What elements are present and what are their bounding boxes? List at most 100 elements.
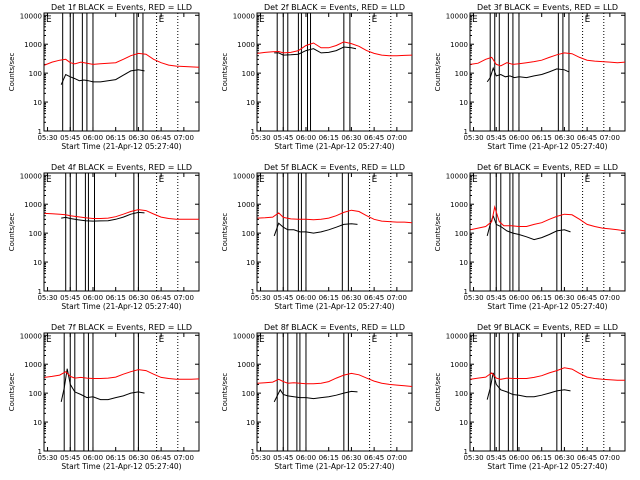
detector-panel: Det 5f BLACK = Events, RED = LLD E E 1 10 100… (221, 163, 413, 311)
x-tick-label: 05:30 (250, 294, 270, 302)
y-axis-label: Counts/sec (8, 373, 16, 412)
flag-marker: E (472, 15, 478, 25)
panel-title: Det 4f BLACK = Events, RED = LLD (51, 163, 192, 172)
y-tick-label: 10 (459, 259, 468, 267)
x-tick-label: 05:30 (463, 454, 483, 462)
flag-marker: E (372, 175, 378, 185)
x-tick-label: 05:45 (273, 134, 293, 142)
x-tick-label: 06:30 (554, 294, 574, 302)
detector-panel: Det 8f BLACK = Events, RED = LLD E E 1 10 100… (221, 323, 413, 471)
flag-marker: E (472, 335, 478, 345)
y-tick-label: 10000 (446, 332, 468, 340)
x-tick-label: 06:00 (296, 454, 316, 462)
y-tick-label: 10 (459, 99, 468, 107)
x-tick-label: 06:45 (577, 454, 597, 462)
y-axis-label: Counts/sec (434, 373, 442, 412)
y-tick-label: 10000 (446, 172, 468, 180)
lld-series-line (257, 41, 413, 57)
events-series-line (61, 211, 145, 222)
y-tick-label: 10 (33, 99, 42, 107)
flag-marker: E (46, 335, 52, 345)
x-tick-label: 06:30 (341, 294, 361, 302)
y-tick-label: 1 (38, 448, 42, 456)
detector-panel: Det 6f BLACK = Events, RED = LLD E E 1 10 100… (434, 163, 626, 311)
flag-marker: E (585, 15, 591, 25)
x-tick-label: 06:45 (577, 134, 597, 142)
y-tick-label: 1000 (237, 41, 255, 49)
x-tick-label: 06:15 (106, 134, 126, 142)
flag-marker: E (585, 335, 591, 345)
x-tick-label: 05:30 (37, 454, 57, 462)
plot-frame (469, 12, 626, 132)
flag-marker: E (259, 335, 265, 345)
y-tick-label: 10000 (233, 12, 255, 20)
y-tick-label: 10 (246, 419, 255, 427)
plot-frame (469, 172, 626, 292)
y-tick-label: 10000 (233, 332, 255, 340)
x-tick-label: 07:00 (387, 454, 407, 462)
x-tick-label: 05:30 (37, 134, 57, 142)
x-tick-label: 06:00 (296, 294, 316, 302)
plot-frame (469, 332, 626, 452)
x-tick-label: 06:15 (106, 454, 126, 462)
x-tick-label: 05:45 (60, 454, 80, 462)
lld-series-line (470, 367, 625, 381)
x-axis-label: Start Time (21-Apr-12 05:27:40) (487, 142, 607, 151)
y-tick-label: 1 (464, 448, 468, 456)
x-tick-label: 06:30 (554, 134, 574, 142)
y-tick-label: 100 (242, 70, 255, 78)
events-series-line (274, 46, 357, 56)
x-tick-label: 05:45 (60, 294, 80, 302)
x-tick-label: 07:00 (174, 134, 194, 142)
x-axis-label: Start Time (21-Apr-12 05:27:40) (61, 142, 181, 151)
y-tick-label: 1000 (450, 201, 468, 209)
plot-frame (256, 172, 413, 292)
lld-series-line (257, 209, 413, 224)
detector-panel: Det 1f BLACK = Events, RED = LLD E E 1 10 100… (8, 3, 200, 151)
flag-marker: E (159, 335, 165, 345)
x-tick-label: 06:00 (509, 134, 529, 142)
x-tick-label: 06:15 (319, 454, 339, 462)
x-tick-label: 06:45 (364, 294, 384, 302)
y-tick-label: 1 (464, 288, 468, 296)
x-tick-label: 06:30 (128, 134, 148, 142)
y-tick-label: 100 (455, 70, 468, 78)
x-tick-label: 05:30 (250, 134, 270, 142)
panel-title: Det 3f BLACK = Events, RED = LLD (477, 3, 618, 12)
y-tick-label: 100 (455, 390, 468, 398)
y-tick-label: 1 (251, 448, 255, 456)
x-tick-label: 06:15 (319, 294, 339, 302)
events-series-line (486, 372, 571, 400)
x-tick-label: 07:00 (600, 294, 620, 302)
x-axis-label: Start Time (21-Apr-12 05:27:40) (274, 142, 394, 151)
y-tick-label: 1000 (237, 201, 255, 209)
y-tick-label: 1000 (450, 361, 468, 369)
y-tick-label: 10000 (233, 172, 255, 180)
plot-frame (43, 332, 200, 452)
y-tick-label: 100 (242, 230, 255, 238)
flag-marker: E (472, 175, 478, 185)
x-tick-label: 06:45 (151, 454, 171, 462)
panel-title: Det 2f BLACK = Events, RED = LLD (264, 3, 405, 12)
x-tick-label: 06:00 (83, 134, 103, 142)
x-tick-label: 07:00 (387, 294, 407, 302)
flag-marker: E (259, 175, 265, 185)
x-tick-label: 06:15 (106, 294, 126, 302)
x-tick-label: 06:45 (364, 134, 384, 142)
y-tick-label: 100 (29, 70, 42, 78)
events-series-line (273, 388, 358, 403)
events-series-line (486, 66, 570, 83)
panel-title: Det 7f BLACK = Events, RED = LLD (51, 323, 192, 332)
y-tick-label: 10000 (20, 12, 42, 20)
plot-frame (43, 12, 200, 132)
x-tick-label: 06:45 (364, 454, 384, 462)
flag-marker: E (159, 15, 165, 25)
panel-title: Det 6f BLACK = Events, RED = LLD (477, 163, 618, 172)
plot-frame (256, 12, 413, 132)
y-tick-label: 1000 (450, 41, 468, 49)
x-tick-label: 05:30 (463, 134, 483, 142)
events-series-line (60, 368, 145, 403)
events-series-line (486, 214, 571, 241)
x-tick-label: 06:45 (151, 294, 171, 302)
